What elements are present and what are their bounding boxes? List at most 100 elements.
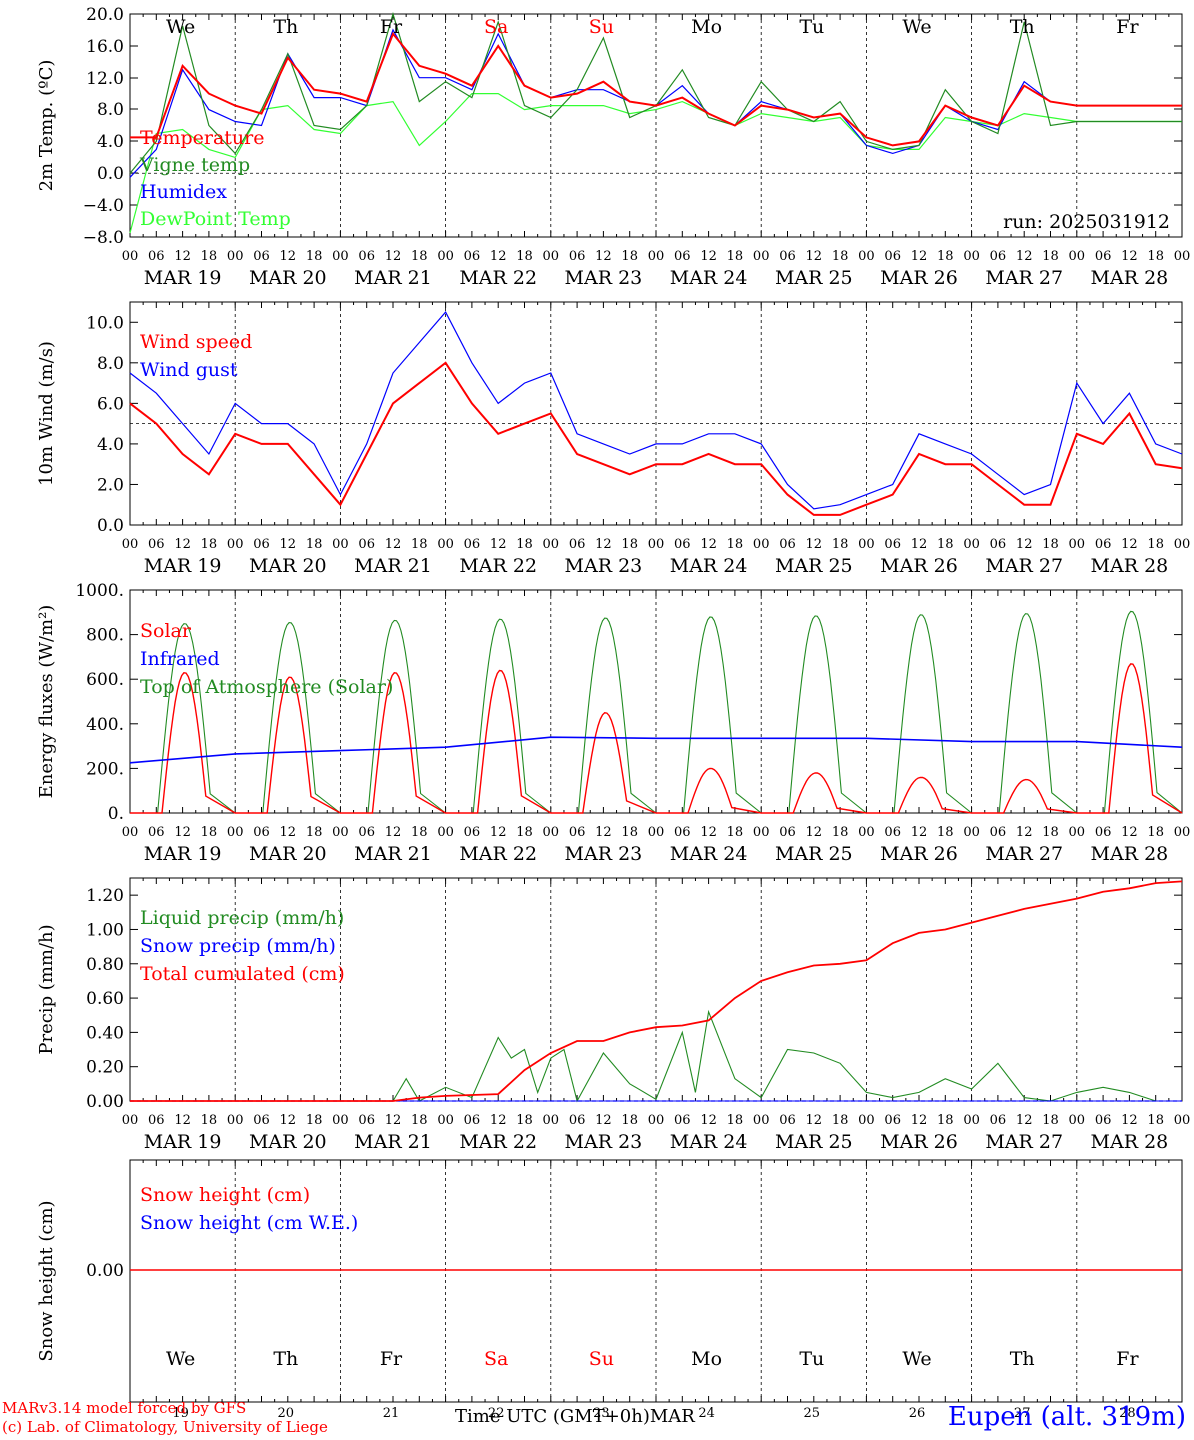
- date-label: MAR 22: [459, 555, 537, 577]
- date-label: MAR 20: [249, 267, 327, 289]
- hour-tick-label: 18: [306, 249, 323, 264]
- y-tick-label: −8.0: [83, 228, 124, 248]
- series-liquid-precip-mm-h-: [130, 1009, 1182, 1103]
- hour-tick-label: 18: [1042, 825, 1059, 840]
- hour-tick-label: 18: [1147, 249, 1164, 264]
- date-label: MAR 28: [1091, 267, 1169, 289]
- hour-tick-label: 18: [1042, 537, 1059, 552]
- date-label: MAR 25: [775, 843, 853, 865]
- hour-tick-label: 06: [1095, 249, 1112, 264]
- hour-tick-label: 00: [648, 825, 665, 840]
- legend-snow-height-cm-: Snow height (cm): [140, 1184, 310, 1206]
- date-label: MAR 20: [249, 1131, 327, 1153]
- hour-tick-label: 00: [858, 1113, 875, 1128]
- hour-tick-label: 00: [437, 825, 454, 840]
- hour-tick-label: 06: [253, 825, 270, 840]
- hour-tick-label: 12: [595, 249, 612, 264]
- hour-tick-label: 00: [437, 1113, 454, 1128]
- day-number: 23: [593, 1406, 610, 1421]
- date-label: MAR 28: [1091, 555, 1169, 577]
- date-label: MAR 23: [565, 267, 643, 289]
- hour-tick-label: 12: [490, 249, 507, 264]
- lab-line: (c) Lab. of Climatology, University of L…: [2, 1418, 328, 1436]
- hour-tick-label: 00: [227, 537, 244, 552]
- y-axis-label: 2m Temp. (ºC): [36, 60, 57, 192]
- y-tick-label: 10.0: [86, 313, 124, 333]
- hour-tick-label: 00: [543, 537, 560, 552]
- hour-tick-label: 12: [385, 249, 402, 264]
- hour-tick-label: 00: [648, 1113, 665, 1128]
- date-label: MAR 22: [459, 267, 537, 289]
- series-wind-speed: [129, 361, 1183, 516]
- hour-tick-label: 00: [1174, 537, 1191, 552]
- hour-tick-label: 18: [306, 825, 323, 840]
- legend-wind-speed: Wind speed: [140, 331, 252, 353]
- hour-tick-label: 06: [464, 825, 481, 840]
- hour-tick-label: 00: [332, 249, 349, 264]
- y-tick-label: 800.: [86, 626, 124, 646]
- y-tick-label: 0.0: [97, 516, 124, 536]
- weekday-label: Sa: [484, 1348, 508, 1370]
- hour-tick-label: 18: [201, 249, 218, 264]
- legend-total-cumulated-cm-: Total cumulated (cm): [140, 963, 345, 985]
- hour-tick-label: 18: [937, 537, 954, 552]
- hour-tick-label: 06: [674, 537, 691, 552]
- hour-tick-label: 06: [779, 825, 796, 840]
- legend-snow-height-cm-w-e-: Snow height (cm W.E.): [140, 1212, 358, 1234]
- hour-tick-label: 00: [543, 249, 560, 264]
- hour-tick-label: 12: [280, 1113, 297, 1128]
- run-label: run: 2025031912: [1003, 211, 1170, 233]
- hour-tick-label: 12: [595, 825, 612, 840]
- hour-tick-label: 06: [779, 537, 796, 552]
- hour-tick-label: 12: [385, 537, 402, 552]
- hour-tick-label: 18: [411, 249, 428, 264]
- y-tick-label: 8.0: [97, 100, 124, 120]
- hour-tick-label: 06: [569, 249, 586, 264]
- hour-tick-label: 18: [516, 825, 533, 840]
- series-solar: [130, 663, 1183, 814]
- date-label: MAR 26: [880, 843, 958, 865]
- hour-tick-label: 00: [437, 249, 454, 264]
- hour-tick-label: 00: [648, 537, 665, 552]
- hour-tick-label: 06: [779, 1113, 796, 1128]
- date-label: MAR 22: [459, 1131, 537, 1153]
- hour-tick-label: 18: [621, 825, 638, 840]
- y-tick-label: 1.00: [86, 920, 124, 940]
- hour-tick-label: 00: [227, 1113, 244, 1128]
- y-tick-label: 6.0: [97, 394, 124, 414]
- hour-tick-label: 06: [884, 537, 901, 552]
- legend-vigne-temp: Vigne temp: [139, 154, 250, 176]
- hour-tick-label: 18: [832, 537, 849, 552]
- weekday-label: Th: [1010, 1348, 1035, 1370]
- y-tick-label: 0.20: [86, 1058, 124, 1078]
- hour-tick-label: 18: [727, 825, 744, 840]
- hour-tick-label: 18: [516, 537, 533, 552]
- hour-tick-label: 00: [963, 1113, 980, 1128]
- hour-tick-label: 18: [832, 825, 849, 840]
- y-tick-label: −4.0: [83, 196, 124, 216]
- legend-solar: Solar: [140, 620, 192, 642]
- hour-tick-label: 12: [1121, 825, 1138, 840]
- hour-tick-label: 06: [464, 249, 481, 264]
- y-tick-label: 0.60: [86, 989, 124, 1009]
- hour-tick-label: 12: [595, 537, 612, 552]
- hour-tick-label: 06: [990, 249, 1007, 264]
- date-label: MAR 26: [880, 267, 958, 289]
- hour-tick-label: 12: [1121, 537, 1138, 552]
- y-axis-label: 10m Wind (m/s): [36, 341, 57, 486]
- y-tick-label: 0.0: [97, 164, 124, 184]
- y-tick-label: 600.: [86, 670, 124, 690]
- hour-tick-label: 18: [516, 1113, 533, 1128]
- hour-tick-label: 18: [727, 1113, 744, 1128]
- hour-tick-label: 00: [122, 1113, 139, 1128]
- hour-tick-label: 06: [253, 537, 270, 552]
- weekday-label: Fr: [1116, 16, 1139, 38]
- hour-tick-label: 06: [674, 825, 691, 840]
- hour-tick-label: 12: [700, 249, 717, 264]
- hour-tick-label: 06: [148, 249, 165, 264]
- weekday-label: Sa: [484, 16, 508, 38]
- hour-tick-label: 18: [621, 249, 638, 264]
- legend-infrared: Infrared: [140, 648, 220, 670]
- y-tick-label: 20.0: [86, 5, 124, 25]
- weekday-label: Th: [273, 16, 298, 38]
